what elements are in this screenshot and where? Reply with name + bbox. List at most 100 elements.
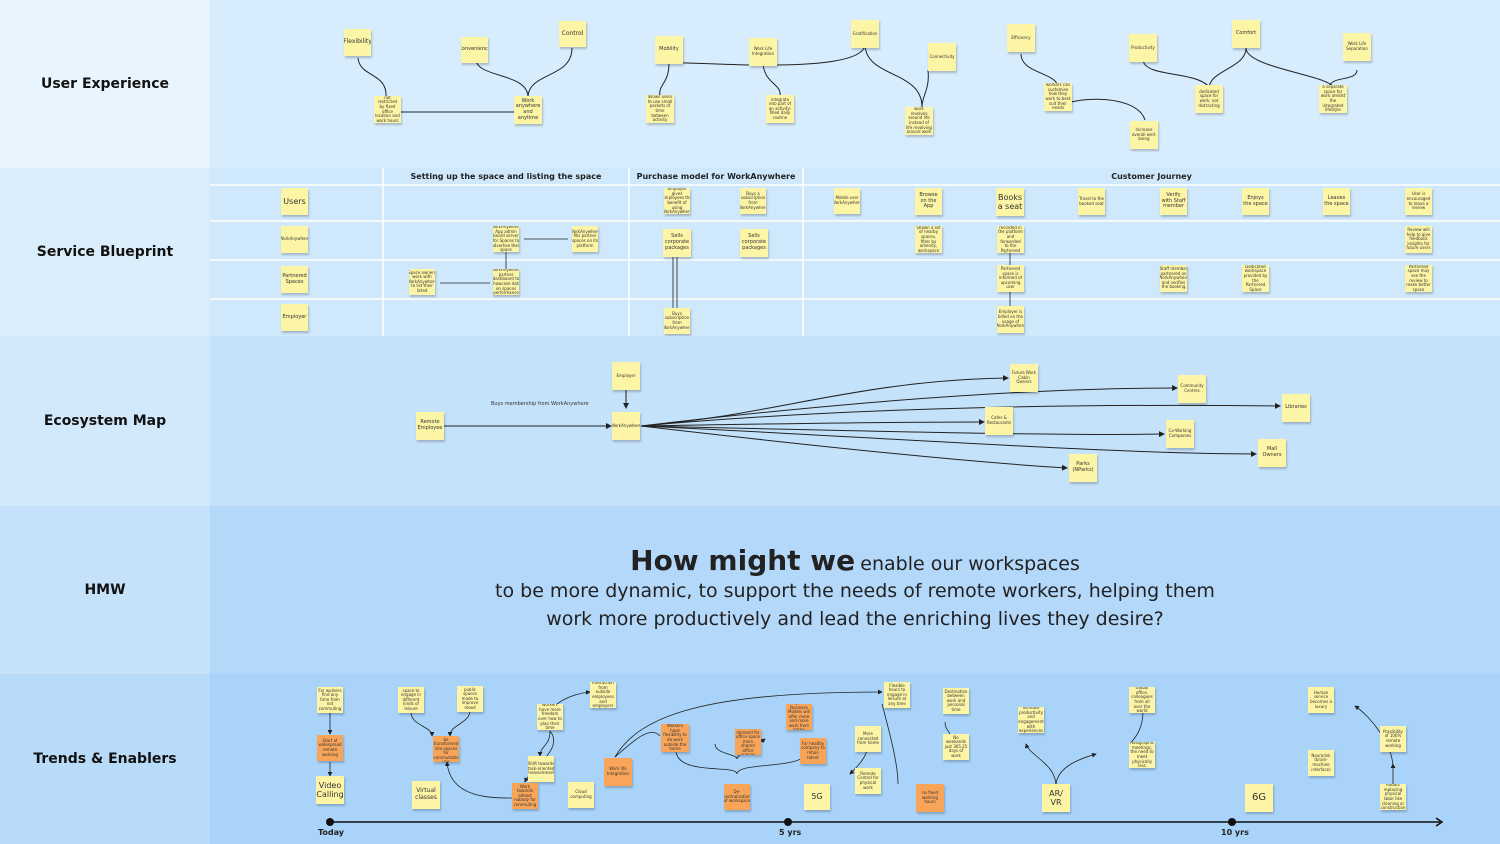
sticky-note: Work anywhere and anytime xyxy=(514,96,542,124)
sticky-note: 5G xyxy=(804,784,830,810)
sticky-note: Verify with Staff member xyxy=(1160,188,1187,215)
sticky-note: For healthy company to retain talent xyxy=(800,738,826,764)
sticky-note: Booking is recorded in the platform and … xyxy=(997,226,1024,253)
sticky-note: Comfort xyxy=(1232,20,1260,48)
sticky-note: Possibility of 100% remote working xyxy=(1380,726,1406,752)
ecosystem-canvas: Buys membership from WorkAnywhere Employ… xyxy=(210,336,1500,506)
sticky-note: WorkAnywhere fills partner spaces on its… xyxy=(572,226,598,252)
sticky-note: Work life Integration xyxy=(604,758,632,786)
sticky-note: Hotels can be transformed into spaces fo… xyxy=(433,736,459,762)
sticky-note: Robots replacing physical labor like cle… xyxy=(1380,784,1406,810)
sticky-note: Shown a list of nearby spaces, filter by… xyxy=(915,226,942,253)
sticky-note: Remote Control for physical work xyxy=(855,768,881,794)
hmw-line-1: How might we enable our workspaces xyxy=(210,544,1500,577)
sticky-note: Neuralink (brain-machine interface) xyxy=(1308,750,1334,776)
sticky-note: 6G xyxy=(1245,784,1273,812)
sticky-note: Sells corporate packages xyxy=(663,229,691,257)
sticky-note: Parks (NParks) xyxy=(1069,454,1097,482)
band-title: Trends & Enablers xyxy=(33,751,177,767)
band-label: Trends & Enablers xyxy=(0,674,210,844)
service-blueprint-band: Service Blueprint Setting up xyxy=(0,168,1500,336)
sticky-note: Gratification xyxy=(851,20,879,48)
ecosystem-map-band: Ecosystem Map Buys membership from WorkA… xyxy=(0,336,1500,506)
sticky-note: Sells corporate packages xyxy=(740,229,768,257)
sticky-note: AR/ VR xyxy=(1042,784,1070,812)
band-title: Ecosystem Map xyxy=(43,413,167,429)
sticky-note: Increase overall well-being xyxy=(1130,121,1158,149)
sticky-note: Mall Owners xyxy=(1258,439,1286,467)
sticky-note: Buys subscription from WorkAnywhere xyxy=(664,308,690,334)
sticky-note: integrate into part of an activity-fille… xyxy=(766,95,794,123)
sticky-note: Dedicated workspace provided by the Part… xyxy=(1242,265,1269,292)
sticky-note: Destination between work and personal ti… xyxy=(943,688,969,714)
blueprint-row-label: Partnered Spaces xyxy=(281,266,308,293)
sticky-note: Productivity xyxy=(1129,34,1157,62)
sticky-note: WorkAnywhere partner dashboard to showca… xyxy=(493,269,519,295)
sticky-note: No weekends just 365.25 days of work xyxy=(943,734,969,760)
sticky-note: public spaces made to improve mood xyxy=(457,686,483,712)
blueprint-row-label: WorkAnywhere xyxy=(281,226,308,253)
band-label: User Experience xyxy=(0,0,210,168)
sticky-note: Flexible hours to engage in leisure at a… xyxy=(884,682,910,708)
hmw-line-3: work more productively and lead the enri… xyxy=(546,608,1164,630)
ecosystem-connectors xyxy=(443,375,1281,471)
hmw-canvas xyxy=(210,506,1500,674)
blueprint-canvas: Setting up the space and listing the spa… xyxy=(210,168,1500,336)
sticky-note: Cloud computing xyxy=(568,782,594,808)
band-title: Service Blueprint xyxy=(36,244,174,260)
sticky-note: Human service becomes a luxury xyxy=(1308,687,1334,713)
sticky-note: Work Life Separation xyxy=(1343,33,1371,61)
timeline-label-today: Today xyxy=(318,828,344,837)
sticky-note: Hybrid Business Models will offer more a… xyxy=(786,704,812,730)
timeline-marker xyxy=(326,818,334,826)
sticky-note: Partnered space may see the review to ma… xyxy=(1405,265,1432,292)
sticky-note: dedicated space for work, not distractin… xyxy=(1195,85,1223,113)
sticky-note: no fixed working hours xyxy=(916,784,944,812)
sticky-note: WorkAnywhere xyxy=(612,412,640,440)
sticky-note: Virtual classes xyxy=(412,781,440,809)
sticky-note: workers can customise how they work to b… xyxy=(1044,83,1072,111)
sticky-note: work revolves around life instead of lif… xyxy=(905,107,933,135)
hmw-band: HMW How might we enable our workspaces t… xyxy=(0,506,1500,674)
sticky-note: Leaves the space xyxy=(1323,188,1350,215)
user-experience-band: User Experience Flexibility Co xyxy=(0,0,1500,168)
sticky-note: space to engage in different kinds of le… xyxy=(398,687,424,713)
sticky-note: Efficiency xyxy=(1007,24,1035,52)
sticky-note: Work Life Integration xyxy=(749,38,777,66)
blueprint-row-label: Employer xyxy=(281,304,308,331)
sticky-note: Convenience xyxy=(461,37,488,63)
band-title: HMW xyxy=(84,582,126,598)
sticky-note: For workers find any time from not commu… xyxy=(317,687,343,713)
sticky-note: Remote Employee xyxy=(416,412,444,440)
sticky-note: Flexibility xyxy=(344,29,371,56)
sticky-note: Employer xyxy=(612,362,640,390)
ux-canvas: Flexibility Convenience Control not rest… xyxy=(210,0,1500,168)
sticky-note: Travel to the booked seat xyxy=(1078,188,1105,215)
sticky-note: Connectivity xyxy=(928,43,956,71)
blueprint-phase-header: Setting up the space and listing the spa… xyxy=(410,172,602,181)
sticky-note: Enjoys the space xyxy=(1242,188,1269,215)
blueprint-phase-header: Customer Journey xyxy=(1111,172,1192,181)
sticky-note: Browse on the App xyxy=(915,188,942,215)
sticky-note: Books a seat xyxy=(996,188,1024,216)
band-label: Service Blueprint xyxy=(0,168,210,336)
sticky-note: Shift towards task-oriented measurement xyxy=(528,756,554,782)
sticky-note: Cafes & Restaurants xyxy=(985,407,1013,435)
sticky-note: Buys a subscription from WorkAnywhere xyxy=(740,188,766,214)
ecosystem-label-buys: Buys membership from WorkAnywhere xyxy=(491,401,589,408)
sticky-note: Video Calling xyxy=(316,776,344,804)
sticky-note: not restricted by fixed office location … xyxy=(374,96,401,123)
sticky-note: Mobile user WorkAnywhere xyxy=(834,188,860,214)
sticky-note: Less demand for office space more shared… xyxy=(735,729,761,755)
sticky-note: Work towards almost nobody for commuting xyxy=(512,783,538,809)
timeline-marker xyxy=(784,818,792,826)
sticky-note: Holographic meetings, the need to meet p… xyxy=(1129,742,1155,768)
sticky-note: Employer gives Employees the benefit of … xyxy=(664,188,690,214)
sticky-note: Workers have flexibility to do work outs… xyxy=(661,724,689,752)
trends-connectors xyxy=(327,689,1444,827)
timeline-label-10yrs: 10 yrs xyxy=(1221,828,1249,837)
band-title: User Experience xyxy=(40,76,170,92)
sticky-note: WorkAnywhere App admin board server for … xyxy=(493,226,519,252)
sticky-note: Future Work Cabin Owners xyxy=(1010,364,1038,392)
trends-enablers-band: Trends & Enablers xyxy=(0,674,1500,844)
